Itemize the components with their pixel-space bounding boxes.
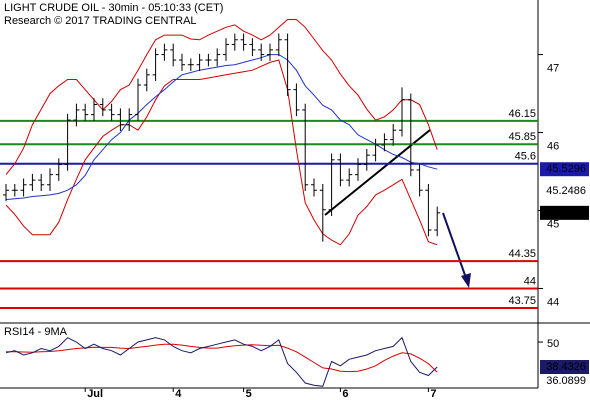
y-tick-label: 46 bbox=[547, 140, 559, 152]
price-tag: 36.0899 bbox=[546, 375, 586, 387]
level-label: 45.6 bbox=[515, 151, 536, 163]
chart-title: LIGHT CRUDE OIL - 30min - 05:10:33 (CET) bbox=[4, 2, 223, 14]
price-tag-box bbox=[540, 205, 589, 220]
price-tag: 38.4326 bbox=[546, 361, 586, 373]
price-tag: 45.5296 bbox=[546, 163, 586, 175]
y-tick-label: 50 bbox=[547, 338, 559, 350]
forecast-arrow bbox=[442, 212, 467, 279]
y-tick-label: 45 bbox=[547, 218, 559, 230]
lower-band bbox=[5, 59, 438, 246]
level-label: 43.75 bbox=[508, 295, 536, 307]
rsi-ma-line bbox=[6, 343, 438, 373]
y-tick-label: 44 bbox=[547, 296, 559, 308]
price-tag: 45.2486 bbox=[546, 185, 586, 197]
level-label: 44.35 bbox=[508, 248, 536, 260]
level-label: 44 bbox=[524, 275, 536, 287]
upper-band bbox=[5, 19, 438, 175]
rsi-title: RSI14 - 9MA bbox=[4, 326, 68, 338]
x-tick-label: 6 bbox=[342, 388, 348, 400]
y-tick-label: 47 bbox=[547, 62, 559, 74]
x-tick-label: 7 bbox=[430, 388, 436, 400]
x-tick-label: Jul bbox=[87, 388, 103, 400]
x-tick-label: 4 bbox=[175, 388, 182, 400]
level-label: 45.85 bbox=[508, 131, 536, 143]
price-tag-box bbox=[540, 162, 589, 177]
price-tag-box bbox=[540, 360, 589, 375]
middle-band bbox=[5, 54, 438, 201]
price-tag: 44.97 bbox=[558, 207, 586, 219]
x-tick-label: 5 bbox=[246, 388, 252, 400]
arrow-head bbox=[461, 273, 471, 288]
level-label: 46.15 bbox=[508, 108, 536, 120]
chart-subtitle: Research © 2017 TRADING CENTRAL bbox=[4, 15, 197, 27]
rsi-line bbox=[5, 336, 438, 387]
